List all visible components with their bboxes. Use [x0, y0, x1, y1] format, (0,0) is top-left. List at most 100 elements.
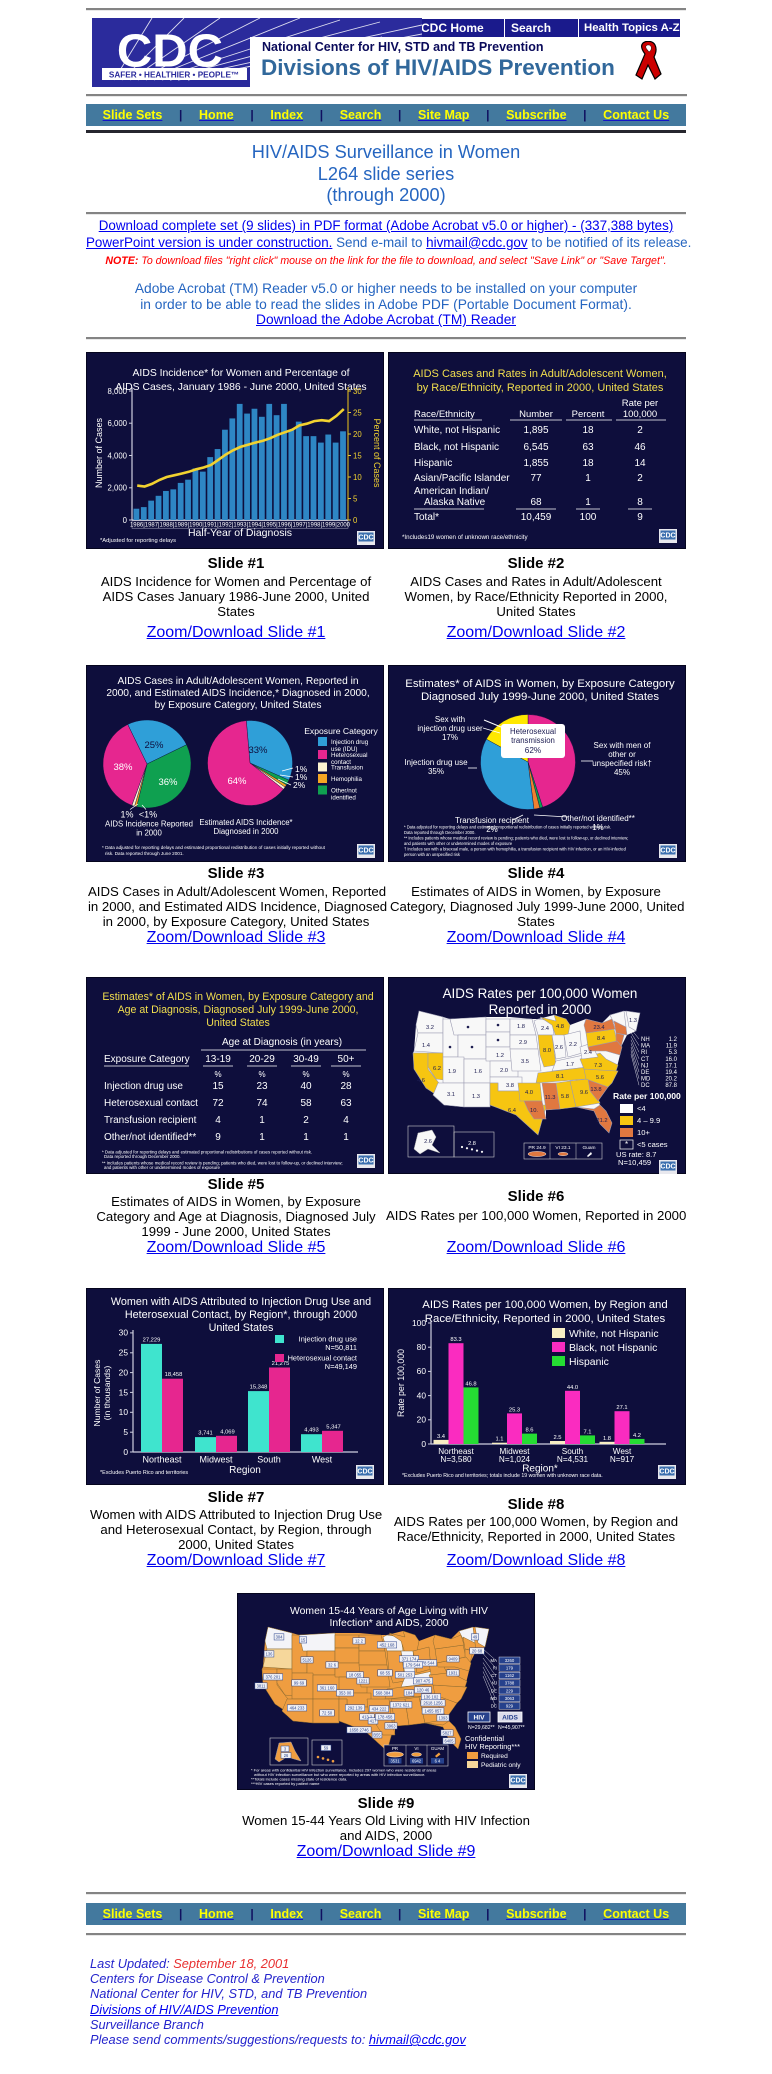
svg-text:2: 2: [303, 1115, 309, 1126]
svg-text:DC: DC: [641, 1083, 650, 1089]
svg-text:20: 20: [353, 430, 362, 439]
svg-text:Exposure Category: Exposure Category: [304, 726, 378, 736]
svg-text:† Includes sex with a bisexual: † Includes sex with a bisexual male, a p…: [404, 847, 627, 852]
svg-text:20: 20: [119, 1367, 129, 1377]
svg-text:US rate: 8.7: US rate: 8.7: [616, 1150, 657, 1159]
svg-text:3063: 3063: [505, 1696, 515, 1701]
svg-text:3.8: 3.8: [506, 1083, 514, 1089]
svg-text:27,229: 27,229: [143, 1337, 161, 1343]
svg-text:10+: 10+: [637, 1128, 650, 1137]
svg-text:1.4: 1.4: [422, 1043, 431, 1049]
svg-text:* For areas with confidential: * For areas with confidential HIV infect…: [251, 1768, 436, 1773]
svg-text:1658 2746: 1658 2746: [349, 1728, 369, 1733]
svg-text:South: South: [257, 1455, 281, 1465]
svg-text:1%: 1%: [295, 764, 308, 774]
svg-text:3963: 3963: [386, 1724, 396, 1729]
svg-text:CDC: CDC: [358, 535, 373, 542]
svg-text:and patients with other or und: and patients with other or undetermined …: [404, 841, 513, 846]
svg-text:62%: 62%: [525, 746, 541, 755]
svg-text:CDC: CDC: [358, 848, 373, 855]
svg-text:1%: 1%: [120, 810, 133, 820]
svg-text:*Includes19 women of unknown r: *Includes19 women of unknown race/ethnic…: [402, 534, 528, 541]
svg-text:4,069: 4,069: [220, 1429, 235, 1435]
svg-text:Heterosexual: Heterosexual: [510, 727, 556, 736]
svg-text:3.4: 3.4: [437, 1434, 446, 1440]
svg-text:1931: 1931: [448, 1671, 458, 1676]
svg-text:* Data adjusted for reporting: * Data adjusted for reporting delays and…: [102, 845, 326, 850]
svg-text:3788: 3788: [505, 1681, 515, 1686]
svg-text:Transfusion recipient: Transfusion recipient: [104, 1115, 197, 1126]
svg-text:292 139: 292 139: [348, 1706, 364, 1711]
svg-text:14: 14: [634, 458, 646, 469]
svg-text:568 384: 568 384: [376, 1691, 392, 1696]
svg-text:Race/Ethnicity: Race/Ethnicity: [414, 409, 475, 420]
svg-text:NJ: NJ: [641, 1063, 648, 1069]
svg-text:33%: 33%: [248, 745, 268, 756]
svg-text:4.8: 4.8: [556, 1024, 564, 1030]
svg-text:32 6: 32 6: [328, 1663, 337, 1668]
svg-text:*Adjusted for reporting delays: *Adjusted for reporting delays: [100, 538, 176, 544]
svg-text:8,000: 8,000: [107, 387, 127, 396]
svg-text:2.8: 2.8: [468, 1141, 476, 1147]
svg-text:35%: 35%: [428, 767, 444, 776]
svg-text:White, not Hispanic: White, not Hispanic: [569, 1329, 659, 1340]
svg-text:2.2: 2.2: [569, 1042, 577, 1048]
svg-text:identified: identified: [331, 795, 356, 802]
svg-text:Number: Number: [519, 409, 553, 420]
svg-text:NJ: NJ: [492, 1681, 497, 1686]
svg-text:21,275: 21,275: [272, 1361, 290, 1367]
svg-text:11.3: 11.3: [545, 1095, 556, 1101]
svg-text:2: 2: [637, 473, 643, 484]
svg-text:Northeast: Northeast: [438, 1447, 474, 1456]
svg-text:434 222: 434 222: [372, 1707, 388, 1712]
svg-text:2000, and Estimated AIDS Incid: 2000, and Estimated AIDS Incidence,* Dia…: [106, 688, 369, 699]
svg-text:Required: Required: [481, 1753, 508, 1760]
svg-text:%: %: [302, 1070, 309, 1079]
svg-text:injection drug user: injection drug user: [417, 724, 483, 733]
svg-text:72: 72: [212, 1098, 224, 1109]
svg-text:Other/not identified**: Other/not identified**: [561, 814, 635, 823]
svg-text:CDC: CDC: [510, 1778, 525, 1785]
svg-text:Sex with men of: Sex with men of: [594, 741, 652, 750]
svg-text:Diagnosed in 2000: Diagnosed in 2000: [213, 827, 279, 836]
svg-text:13-19: 13-19: [205, 1054, 231, 1065]
svg-text:1.8: 1.8: [603, 1436, 611, 1442]
svg-text:United States: United States: [209, 1322, 274, 1334]
svg-text:Total*: Total*: [414, 512, 439, 523]
svg-text:Injection drug: Injection drug: [331, 739, 369, 746]
svg-text:68: 68: [530, 497, 542, 508]
svg-text:RI: RI: [641, 1050, 647, 1056]
svg-text:27.1: 27.1: [616, 1405, 627, 1411]
svg-text:6.4: 6.4: [508, 1108, 517, 1114]
svg-text:100,000: 100,000: [623, 409, 657, 420]
svg-text:120 46: 120 46: [417, 1688, 430, 1693]
svg-text:3260: 3260: [505, 1658, 515, 1663]
svg-text:(in thousands): (in thousands): [102, 1366, 112, 1421]
svg-text:1.2: 1.2: [496, 1053, 504, 1059]
svg-text:American Indian/: American Indian/: [414, 486, 489, 497]
svg-text:N=29,682**: N=29,682**: [468, 1725, 495, 1731]
svg-text:MD: MD: [641, 1077, 651, 1083]
svg-text:*: *: [625, 1140, 628, 1149]
svg-text:15: 15: [301, 1638, 306, 1643]
svg-text:Estimates* of AIDS in Women, b: Estimates* of AIDS in Women, by Exposure…: [102, 991, 373, 1003]
svg-text:N=1,024: N=1,024: [499, 1455, 531, 1464]
svg-text:%: %: [342, 1070, 349, 1079]
svg-text:1455 857: 1455 857: [424, 1709, 442, 1714]
svg-text:6 4: 6 4: [435, 1758, 441, 1763]
svg-text:1,895: 1,895: [523, 425, 548, 436]
svg-text:AIDS: AIDS: [502, 1715, 518, 1722]
svg-text:2.4: 2.4: [541, 1026, 550, 1032]
svg-text:178 458: 178 458: [378, 1715, 394, 1720]
svg-text:Age at Diagnosis, Diagnosed Ju: Age at Diagnosis, Diagnosed July 1999-Ju…: [118, 1004, 359, 1016]
svg-text:45%: 45%: [614, 768, 630, 777]
svg-text:304: 304: [276, 1635, 284, 1640]
svg-text:72 50: 72 50: [322, 1711, 333, 1716]
svg-text:***HIV cases reported by patie: ***HIV cases reported by patient name: [251, 1781, 320, 1786]
svg-text:179: 179: [506, 1666, 514, 1671]
svg-text:0: 0: [421, 1439, 426, 1449]
svg-text:1393: 1393: [438, 1716, 448, 1721]
svg-text:10.: 10.: [530, 1108, 538, 1114]
svg-text:25%: 25%: [144, 740, 164, 751]
svg-text:Rate per: Rate per: [622, 398, 658, 409]
